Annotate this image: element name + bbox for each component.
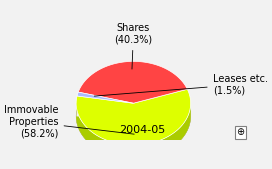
Text: 2004-05: 2004-05 [119,125,165,135]
Polygon shape [76,89,191,145]
Text: ⊕: ⊕ [236,127,245,137]
Text: Shares
(40.3%): Shares (40.3%) [114,23,153,69]
Polygon shape [77,92,133,103]
Polygon shape [76,103,191,158]
Text: Immovable
Properties
(58.2%): Immovable Properties (58.2%) [4,105,134,139]
Text: Leases etc.
(1.5%): Leases etc. (1.5%) [94,74,268,96]
Polygon shape [78,61,187,103]
